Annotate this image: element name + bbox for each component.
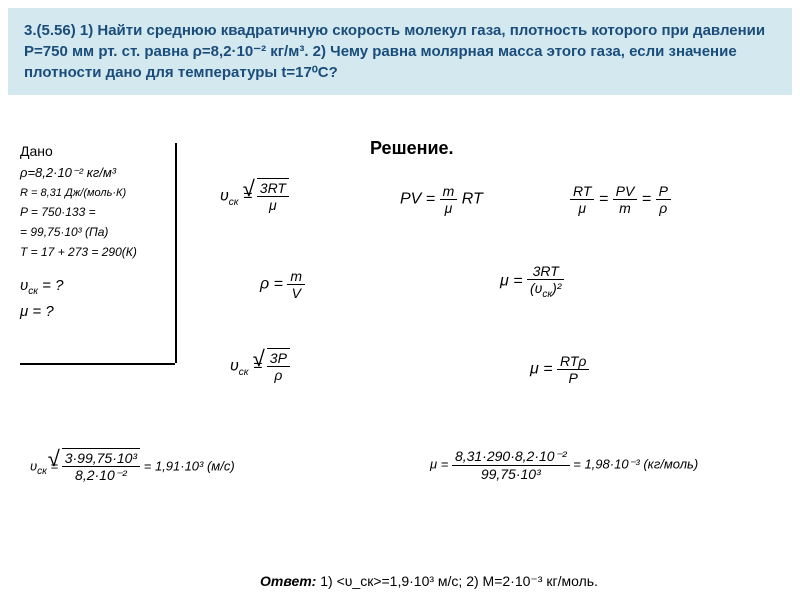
formula-rt-mu: RTμ = PVm = Pρ — [570, 183, 671, 216]
unknown-v: υск = ? — [20, 277, 170, 297]
formula-rho-mv: ρ = mV — [260, 268, 305, 301]
answer-label: Ответ: — [260, 573, 316, 589]
calc-vck-result: = 1,91·10³ (м/с) — [144, 458, 235, 473]
problem-statement: 3.(5.56) 1) Найти среднюю квадратичную с… — [8, 8, 792, 95]
given-R: R = 8,31 Дж/(моль·К) — [20, 187, 170, 199]
horizontal-divider — [20, 363, 175, 365]
given-T: T = 17 + 273 = 290(К) — [20, 245, 170, 259]
formula-mu-3rt: μ = 3RT(υск)² — [500, 263, 564, 300]
formula-pv-rt: PV = mμ RT — [400, 183, 483, 216]
calc-vck: υск = 3·99,75·10³8,2·10⁻² = 1,91·10³ (м/… — [30, 448, 235, 484]
given-rho: ρ=8,2·10⁻² кг/м³ — [20, 165, 170, 181]
given-P2: = 99,75·10³ (Па) — [20, 225, 170, 239]
solution-title: Решение. — [370, 138, 454, 159]
unknown-mu: μ = ? — [20, 303, 170, 320]
given-title: Дано — [20, 143, 170, 159]
formula-mu-rtrho: μ = RTρP — [530, 353, 589, 386]
formula-vck-3rt: υск = 3RTμ — [220, 178, 289, 213]
calc-mu: μ = 8,31·290·8,2·10⁻²99,75·10³ = 1,98·10… — [430, 448, 698, 482]
given-P1: P = 750·133 = — [20, 205, 170, 219]
answer-line: Ответ: 1) <υ_ск>=1,9·10³ м/с; 2) М=2·10⁻… — [260, 573, 598, 590]
given-block: Дано ρ=8,2·10⁻² кг/м³ R = 8,31 Дж/(моль·… — [20, 143, 170, 326]
formula-vck-3p: υск = 3Pρ — [230, 348, 290, 383]
problem-text: 3.(5.56) 1) Найти среднюю квадратичную с… — [24, 22, 765, 81]
calc-mu-result: = 1,98·10⁻³ (кг/моль) — [573, 456, 698, 471]
answer-text: 1) <υ_ск>=1,9·10³ м/с; 2) М=2·10⁻³ кг/мо… — [320, 573, 598, 589]
vertical-divider — [175, 143, 177, 363]
